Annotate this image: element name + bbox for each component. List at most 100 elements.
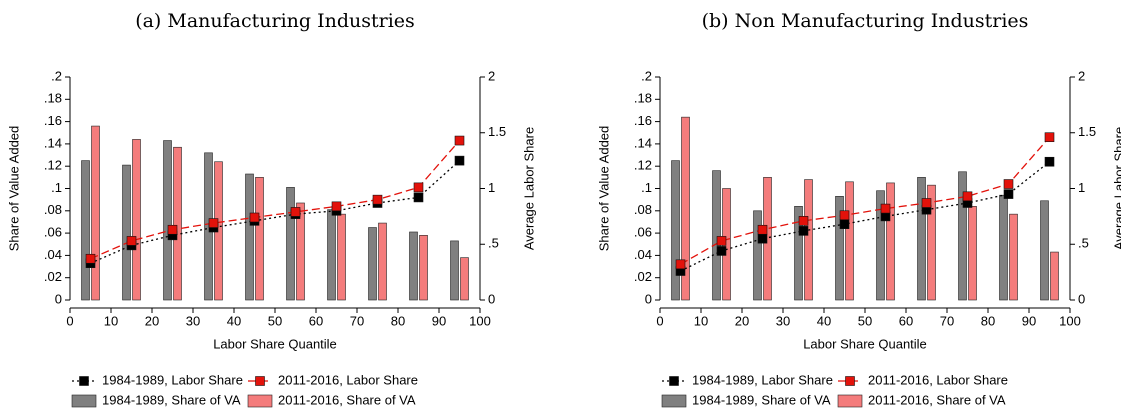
point [1003,179,1014,189]
point [757,224,768,235]
bar [163,140,172,301]
legend-label: 1984-1989, Labor Share [102,372,243,387]
y2-tick-label: 2 [1078,68,1085,83]
point [675,259,686,270]
bar [968,206,977,301]
y2-axis-label: Average Labor Share [1111,127,1121,250]
y-tick-label: 0 [55,291,62,306]
bar [419,235,428,301]
bar [296,202,305,301]
y2-tick-label: 1.5 [1078,124,1096,139]
bar [917,177,926,301]
y-tick-label: .08 [634,202,652,217]
y-tick-label: .18 [44,91,62,106]
bar [845,181,854,301]
bar [327,209,336,301]
bar [122,164,131,301]
legend-label: 1984-1989, Share of VA [692,392,831,407]
y-tick-label: .02 [634,269,652,284]
point [372,194,383,205]
point [798,226,809,236]
point [413,182,424,193]
x-tick-label: 80 [981,313,995,328]
x-tick-label: 0 [66,313,73,328]
x-tick-label: 70 [350,313,364,328]
y-tick-label: .04 [634,247,652,262]
bar [886,182,895,301]
x-tick-label: 80 [391,313,405,328]
legend-label: 2011-2016, Share of VA [868,392,1006,407]
line [90,160,460,264]
y2-tick-label: 1.5 [488,124,506,139]
x-tick-label: 90 [1022,313,1036,328]
point [249,212,260,223]
bar [1040,200,1049,301]
legend-label: 2011-2016, Labor Share [868,372,1008,387]
x-tick-label: 100 [1059,313,1081,328]
x-tick-label: 40 [817,313,831,328]
y-tick-label: .2 [51,68,62,83]
point [1044,156,1055,167]
bar [753,210,762,301]
bar [712,170,721,301]
bar [999,194,1008,301]
bar [450,240,459,301]
legend-marker [845,376,855,386]
bar [794,206,803,301]
bar [173,146,182,301]
bar [876,190,885,301]
point [1003,189,1014,199]
legend-swatch [71,394,97,408]
point [331,201,342,212]
bar [245,173,254,301]
y2-tick-label: .5 [1078,236,1089,251]
y-tick-label: .06 [44,225,62,240]
bar [378,222,387,301]
bar [132,139,141,301]
x-tick-label: 10 [104,313,118,328]
y-axis-label: Share of Value Added [596,126,611,252]
point [716,236,727,246]
point [413,192,424,203]
bar [81,160,90,301]
y-tick-label: 0 [645,291,652,306]
x-tick-label: 60 [309,313,323,328]
x-tick-label: 20 [145,313,159,328]
x-tick-label: 10 [694,313,708,328]
legend-marker [79,376,89,386]
point [921,198,932,208]
legend-label: 1984-1989, Labor Share [692,372,833,387]
chart-title: (b) Non Manufacturing Industries [702,10,1029,32]
y2-tick-label: 1 [1078,180,1085,195]
y2-tick-label: 1 [488,180,495,195]
point [962,191,973,202]
x-tick-label: 100 [469,313,491,328]
point [757,233,768,244]
point [454,135,465,146]
x-axis-label: Labor Share Quantile [213,336,337,351]
bar [337,213,346,301]
line [680,161,1050,272]
y-tick-label: .1 [641,180,652,195]
line [90,140,460,260]
x-tick-label: 60 [899,313,913,328]
point [85,253,96,264]
bar [286,187,295,301]
x-tick-label: 70 [940,313,954,328]
legend-marker [255,376,265,386]
bar [255,177,264,301]
legend-label: 1984-1989, Share of VA [102,392,241,407]
bar [368,227,377,301]
point [880,203,891,214]
x-tick-label: 30 [776,313,790,328]
y2-tick-label: 2 [488,68,495,83]
bar [91,125,100,301]
y2-axis-label: Average Labor Share [521,127,536,250]
chart-title: (a) Manufacturing Industries [135,10,415,32]
y-tick-label: .16 [634,113,652,128]
bar [804,179,813,301]
y-tick-label: .12 [44,158,62,173]
legend-label: 2011-2016, Labor Share [278,372,418,387]
y-tick-label: .18 [634,91,652,106]
